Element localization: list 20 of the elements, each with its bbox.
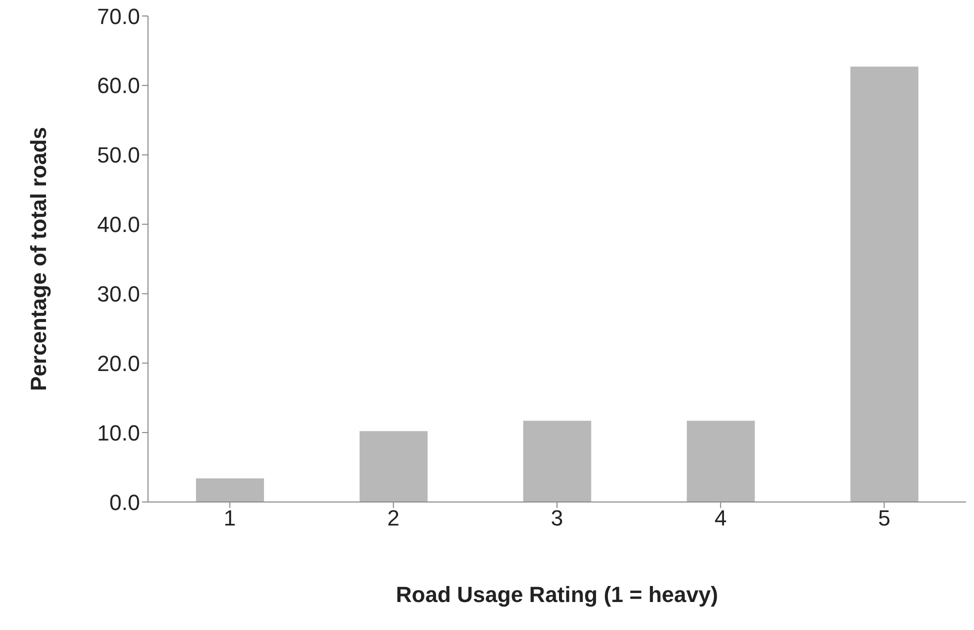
y-tick-label: 70.0 bbox=[97, 4, 140, 29]
x-tick-label: 5 bbox=[878, 506, 890, 531]
x-axis-title: Road Usage Rating (1 = heavy) bbox=[396, 582, 718, 607]
bar bbox=[686, 420, 755, 502]
y-tick-label: 10.0 bbox=[97, 420, 140, 446]
x-tick-label: 3 bbox=[550, 506, 564, 531]
bar bbox=[523, 420, 592, 502]
y-tick-label: 50.0 bbox=[97, 142, 140, 168]
bar bbox=[850, 66, 918, 502]
y-tick-label: 40.0 bbox=[97, 212, 140, 238]
x-tick-label: 1 bbox=[224, 506, 236, 531]
x-tick-label: 4 bbox=[714, 506, 727, 531]
y-axis-title: Percentage of total roads bbox=[26, 126, 51, 392]
y-tick-label: 60.0 bbox=[97, 73, 140, 98]
bar bbox=[196, 478, 264, 502]
y-tick-label: 20.0 bbox=[97, 350, 140, 376]
bar bbox=[360, 431, 428, 502]
x-tick-label: 2 bbox=[387, 506, 400, 531]
y-tick-label: 0.0 bbox=[109, 490, 140, 515]
y-tick-label: 30.0 bbox=[97, 282, 140, 307]
